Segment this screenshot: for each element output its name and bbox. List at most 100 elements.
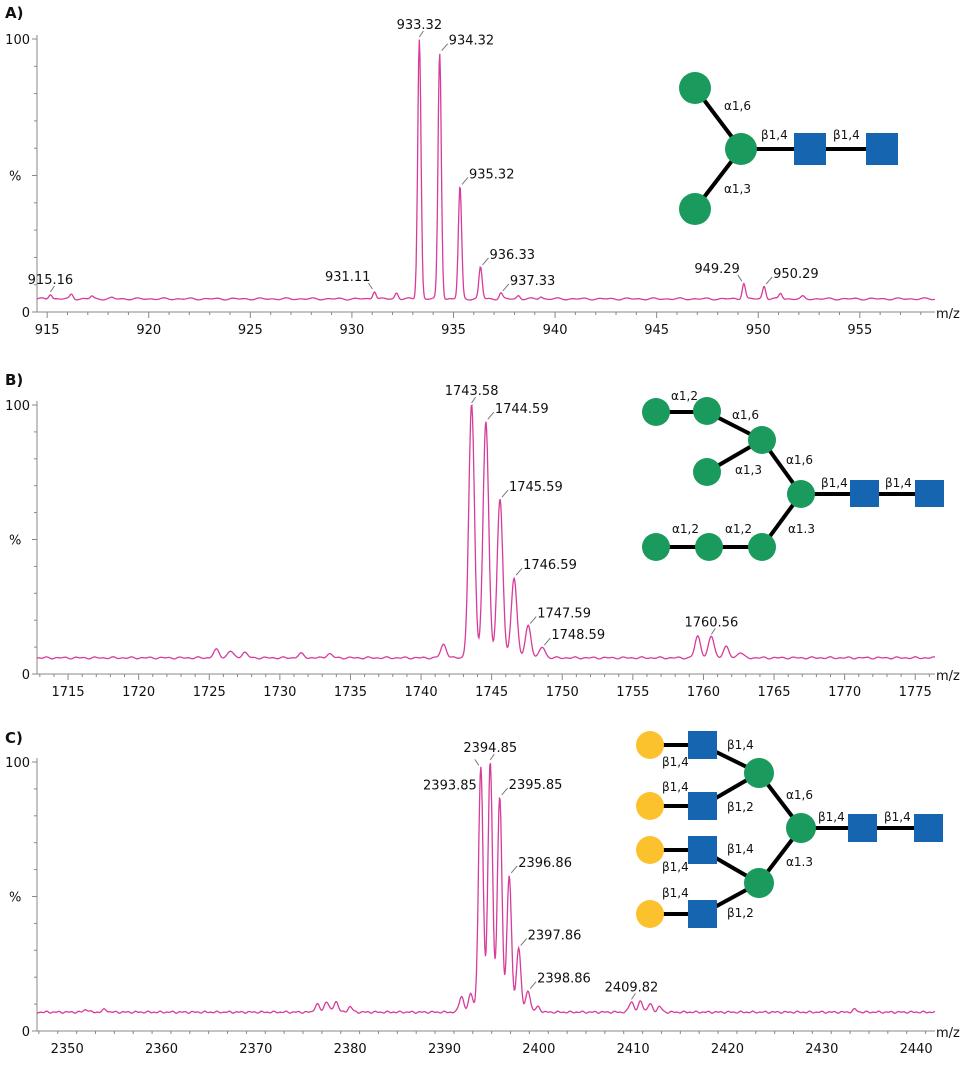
x-tick-label: 1775 [899,685,932,700]
link-label: α1,6 [786,788,813,802]
peak-label-leader [543,637,551,646]
peak-label-leader [474,759,480,766]
peak-label: 2398.86 [537,972,591,987]
peak-label: 2409.82 [605,980,659,995]
x-tick-label: 2400 [522,1042,555,1057]
x-tick-label: 2380 [334,1042,367,1057]
x-tick-label: 920 [136,323,161,338]
peak-label-leader [49,285,55,293]
peak-label: 934.32 [449,34,495,49]
mannose-icon [725,133,757,165]
peak-label-leader [765,276,773,285]
link-label: β1,4 [662,860,689,874]
y-tick-label: 100 [5,756,30,771]
peak-label: 1744.59 [495,402,549,417]
x-tick-label: 940 [543,323,568,338]
mannose-icon [744,868,774,898]
x-axis-label: m/z [936,1026,960,1041]
peak-label-leader [471,396,477,404]
mannose-icon [679,193,711,225]
peak-label: 2396.86 [518,856,572,871]
mannose-icon [642,533,670,561]
peak-label-leader [501,787,509,796]
link-label: β1,4 [818,810,845,824]
link-label: α1,2 [672,522,699,536]
peak-label: 915.16 [28,273,74,288]
x-tick-label: 1715 [52,685,85,700]
y-axis-label: % [9,534,21,549]
link-label: α1,3 [735,463,762,477]
glcnac-icon [866,133,898,165]
glcnac-icon [914,814,943,842]
link-label: α1.3 [786,855,813,869]
mannose-icon [787,480,815,508]
panel-label: A) [5,4,23,22]
peak-label: 2393.85 [423,778,477,793]
link-label: α1,6 [786,453,813,467]
y-tick-label: 100 [5,33,30,48]
mannose-icon [786,813,816,843]
peak-label-leader [737,274,743,282]
x-tick-label: 945 [644,323,669,338]
peak-label: 1745.59 [509,480,563,495]
mannose-icon [695,533,723,561]
peak-label-leader [520,938,528,946]
y-tick-label: 0 [22,1025,30,1040]
peak-label-leader [510,865,518,874]
x-tick-label: 2390 [428,1042,461,1057]
link-label: α1,3 [724,182,751,196]
peak-label: 1748.59 [551,628,605,643]
link-label: α1.3 [788,522,815,536]
peak-label-leader [502,283,510,292]
peak-label: 1743.58 [445,384,499,399]
link-label: α1,2 [725,522,752,536]
x-tick-label: 930 [339,323,364,338]
x-tick-label: 1770 [828,685,861,700]
peak-label: 933.32 [397,18,443,33]
mannose-icon [679,72,711,104]
link-label: β1,4 [727,738,754,752]
glcnac-icon [688,900,717,928]
link-label: α1,2 [671,389,698,403]
link-label: β1,4 [662,755,689,769]
mannose-icon [748,426,776,454]
peak-label-leader [501,489,509,498]
peak-label-leader [489,753,495,761]
panel-label: B) [5,371,23,389]
x-tick-label: 1735 [334,685,367,700]
galactose-icon [636,731,664,759]
peak-label: 936.33 [490,248,536,263]
peak-label-leader [461,177,469,185]
galactose-icon [636,836,664,864]
x-tick-label: 2370 [239,1042,272,1057]
peak-label: 949.29 [694,262,740,277]
peak-label: 931.11 [325,270,371,285]
x-tick-label: 2420 [711,1042,744,1057]
x-tick-label: 955 [847,323,872,338]
x-tick-label: 2360 [145,1042,178,1057]
mannose-icon [693,458,721,486]
link-label: β1,4 [761,128,788,142]
spectrum-panel-c: C) 0 100% 2350 2360 2370 2380 2390 2400 2410 2420 2… [5,729,960,1057]
x-tick-label: 1725 [193,685,226,700]
glcnac-icon [915,480,944,507]
peak-label-leader [515,567,523,576]
glycan-b: α1,2 α1,6 α1,3 α1,6 β1,4 β1,4 α1,2 α1,2 … [642,389,944,561]
mannose-icon [748,533,776,561]
x-tick-label: 2430 [805,1042,838,1057]
x-tick-label: 925 [238,323,263,338]
link-label: β1,4 [884,810,911,824]
link-label: β1,2 [727,800,754,814]
x-axis-label: m/z [936,669,960,684]
peak-label: 1760.56 [684,615,738,630]
link-label: α1,6 [732,408,759,422]
peak-label-leader [418,30,424,38]
x-tick-label: 1720 [122,685,155,700]
glcnac-icon [850,480,879,507]
y-tick-label: 0 [22,306,30,321]
peak-label: 937.33 [510,274,555,289]
x-tick-label: 1760 [687,685,720,700]
x-tick-label: 915 [35,323,60,338]
link-label: β1,4 [821,476,848,490]
x-tick-label: 2410 [617,1042,650,1057]
